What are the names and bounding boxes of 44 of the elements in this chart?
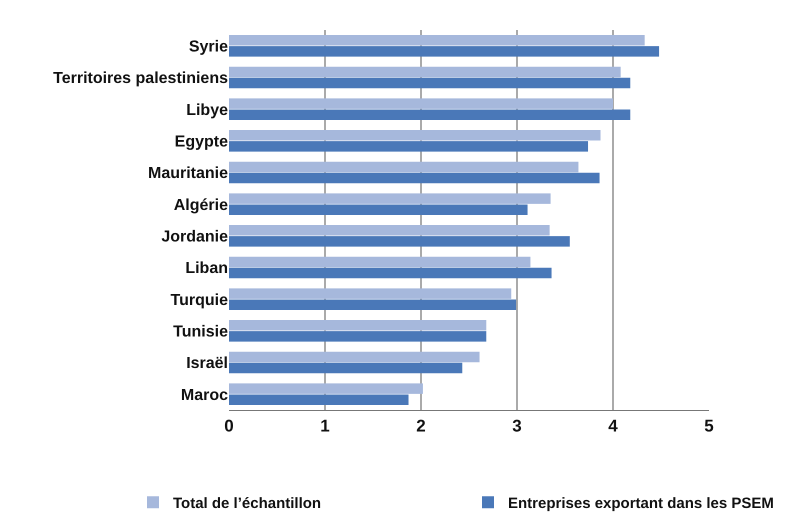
bar [229, 172, 600, 184]
bar [229, 35, 645, 46]
bar [229, 236, 570, 247]
y-tick-label: Jordanie [161, 228, 228, 246]
x-tick-label: 4 [608, 416, 618, 436]
bar [229, 352, 480, 362]
y-tick-label: Mauritanie [148, 165, 228, 182]
y-tick-label: Algérie [174, 196, 228, 214]
x-tick-label: 5 [704, 416, 714, 436]
bar [229, 78, 630, 88]
bar [229, 130, 601, 141]
bar [229, 383, 423, 394]
bar [229, 162, 578, 172]
bar [229, 204, 528, 215]
bar [229, 288, 512, 299]
y-tick-label: Libye [186, 102, 228, 119]
y-tick-label: Syrie [188, 38, 228, 56]
bar [229, 268, 552, 278]
x-tick-label: 1 [320, 416, 330, 436]
x-tick-label: 0 [224, 416, 234, 436]
legend-label: Entreprises exportant dans les PSEM [508, 495, 774, 512]
bar [229, 320, 486, 331]
bar [229, 98, 613, 109]
bar [229, 256, 530, 268]
x-tick-label: 2 [416, 416, 426, 436]
bar [229, 299, 516, 310]
bar [229, 331, 486, 342]
y-tick-label: Tunisie [173, 323, 228, 340]
legend-label: Total de l’échantillon [173, 495, 322, 512]
bar [229, 225, 550, 236]
bar [229, 46, 660, 57]
y-tick-label: Liban [185, 260, 228, 278]
y-tick-label: Territoires palestiniens [53, 70, 228, 88]
bar [229, 394, 409, 405]
bar [229, 141, 588, 152]
bar [229, 109, 630, 120]
bar [229, 66, 621, 78]
y-tick-label: Egypte [174, 133, 228, 150]
bar [229, 362, 462, 374]
y-tick-label: Maroc [180, 386, 228, 404]
x-tick-label: 3 [512, 416, 522, 436]
bar [229, 193, 551, 204]
y-tick-label: Israël [186, 355, 228, 372]
y-tick-label: Turquie [170, 292, 228, 309]
